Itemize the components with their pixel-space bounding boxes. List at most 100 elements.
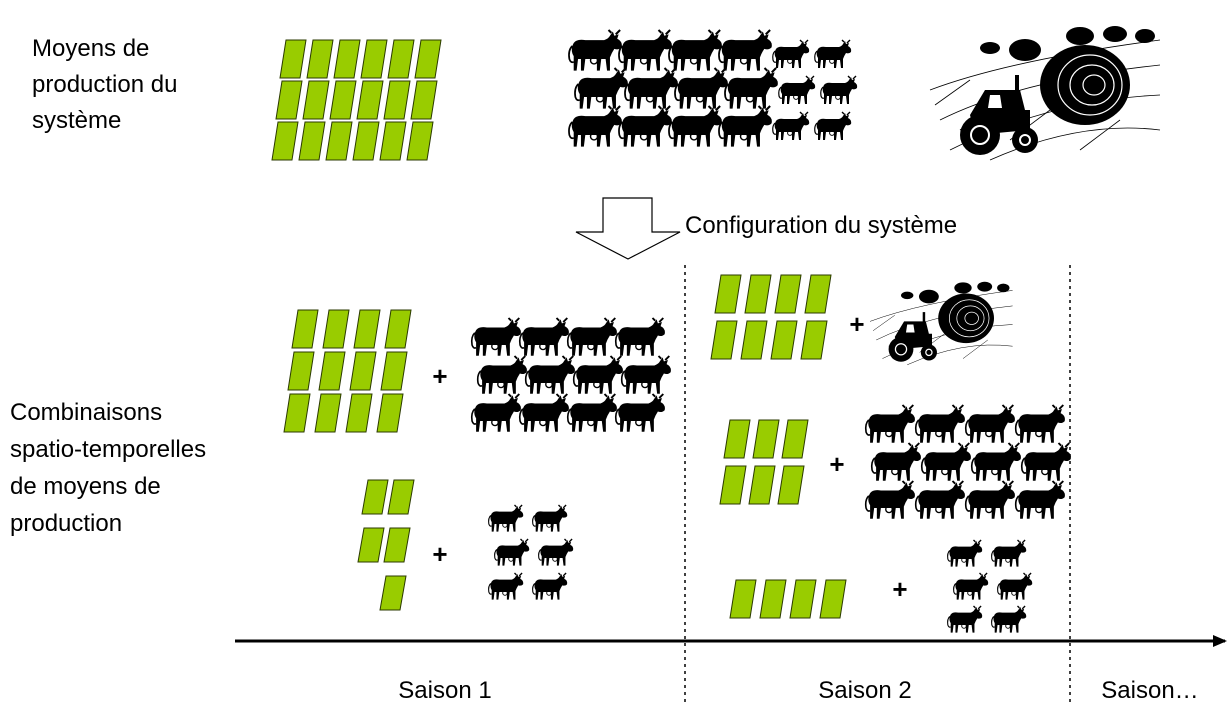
cow xyxy=(996,572,1033,601)
text-line: Combinaisons xyxy=(10,399,162,426)
cow xyxy=(614,393,666,433)
field-group xyxy=(719,419,809,505)
cow xyxy=(567,28,623,72)
text-line: production du xyxy=(32,71,177,98)
text-line: production xyxy=(10,510,122,537)
field xyxy=(361,479,389,515)
field xyxy=(752,419,780,459)
illustrations xyxy=(271,19,1161,634)
cow xyxy=(567,104,623,148)
cow xyxy=(1020,442,1072,482)
cow xyxy=(964,404,1016,444)
field xyxy=(387,479,415,515)
plus-sign: + xyxy=(432,361,447,391)
field xyxy=(345,393,373,433)
cow xyxy=(470,393,522,433)
text-line: spatio-temporelles xyxy=(10,436,206,463)
cow xyxy=(617,28,673,72)
field-group xyxy=(283,309,412,433)
field xyxy=(804,274,832,314)
field xyxy=(777,465,805,505)
field xyxy=(380,351,408,391)
field xyxy=(360,39,388,79)
field xyxy=(379,121,407,161)
field-group xyxy=(729,579,847,619)
field xyxy=(318,351,346,391)
field xyxy=(740,320,768,360)
field xyxy=(271,121,299,161)
cow xyxy=(778,75,816,105)
cow xyxy=(970,442,1022,482)
cow xyxy=(531,572,568,601)
field xyxy=(322,309,350,349)
field xyxy=(714,274,742,314)
field-group xyxy=(271,39,442,161)
cow xyxy=(518,393,570,433)
field xyxy=(306,39,334,79)
configuration-label: Configuration du système xyxy=(685,212,957,239)
cow xyxy=(524,355,576,395)
field xyxy=(357,527,385,563)
cow xyxy=(573,66,629,110)
cow xyxy=(772,39,810,69)
cow xyxy=(667,104,723,148)
cow xyxy=(914,404,966,444)
field xyxy=(383,527,411,563)
herd xyxy=(470,317,672,433)
cow xyxy=(614,317,666,357)
cow xyxy=(717,28,773,72)
cow xyxy=(493,538,530,567)
system-means-label: Moyens de production du système xyxy=(32,35,177,134)
field xyxy=(383,80,411,120)
cow xyxy=(617,104,673,148)
cow xyxy=(964,480,1016,520)
field xyxy=(333,39,361,79)
cow xyxy=(537,538,574,567)
field xyxy=(287,351,315,391)
cow xyxy=(476,355,528,395)
field-group xyxy=(357,479,415,611)
cow xyxy=(772,111,810,141)
field xyxy=(384,309,412,349)
cow xyxy=(723,66,779,110)
season-label: Saison 1 xyxy=(398,677,491,704)
field xyxy=(379,575,407,611)
field xyxy=(279,39,307,79)
field xyxy=(719,465,747,505)
cow xyxy=(990,605,1027,634)
cow xyxy=(920,442,972,482)
cow xyxy=(673,66,729,110)
text-line: Moyens de xyxy=(32,35,149,62)
cow xyxy=(1014,480,1066,520)
field xyxy=(353,309,381,349)
cow xyxy=(864,480,916,520)
field xyxy=(410,80,438,120)
hay-and-tractor xyxy=(869,277,1014,366)
field xyxy=(729,579,757,619)
plus-sign: + xyxy=(432,539,447,569)
herd xyxy=(864,404,1072,520)
herd xyxy=(946,539,1033,634)
field xyxy=(710,320,738,360)
cow xyxy=(814,39,852,69)
cow xyxy=(814,111,852,141)
season-label: Saison 2 xyxy=(818,677,911,704)
cow xyxy=(623,66,679,110)
field xyxy=(414,39,442,79)
field xyxy=(376,393,404,433)
cow xyxy=(566,393,618,433)
cow xyxy=(946,605,983,634)
field xyxy=(774,274,802,314)
plus-sign: + xyxy=(829,449,844,479)
plus-sign: + xyxy=(892,574,907,604)
field xyxy=(352,121,380,161)
field xyxy=(349,351,377,391)
cow xyxy=(1014,404,1066,444)
cow xyxy=(487,504,524,533)
cow xyxy=(620,355,672,395)
text-line: de moyens de xyxy=(10,473,161,500)
cow xyxy=(820,75,858,105)
cow xyxy=(487,572,524,601)
